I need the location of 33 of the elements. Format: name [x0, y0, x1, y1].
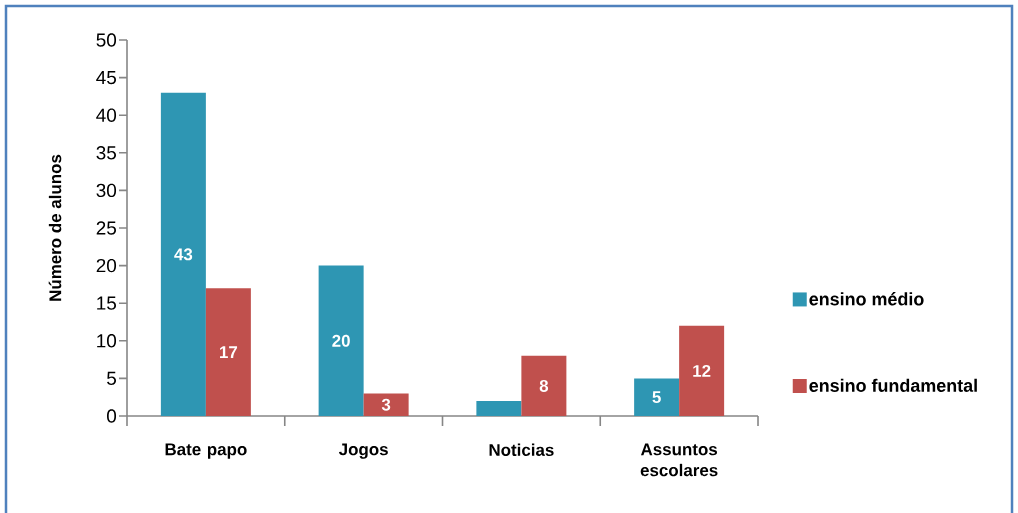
data-label: 17	[220, 346, 238, 358]
y-tick-label: 30	[96, 183, 117, 198]
data-label: 12	[693, 364, 711, 377]
x-tick-label: Assuntos escolares	[640, 443, 718, 477]
y-tick-label: 0	[107, 409, 117, 423]
data-label: 43	[174, 248, 193, 261]
y-tick-label: 50	[96, 33, 117, 47]
y-tick-label: 15	[97, 296, 116, 310]
bar	[476, 400, 522, 416]
y-tick-label: 40	[96, 108, 117, 122]
y-tick-label: 25	[96, 221, 116, 235]
y-tick-label: 35	[96, 146, 116, 160]
bar	[521, 355, 567, 416]
y-tick-label: 45	[96, 71, 116, 85]
data-label: 5	[652, 391, 661, 404]
data-label: 8	[539, 379, 549, 392]
x-tick-label: Bate papo	[165, 443, 247, 459]
data-label: 20	[332, 334, 350, 347]
y-tick-label: 10	[97, 334, 117, 348]
data-label: 3	[381, 398, 391, 411]
x-tick-label: Jogos	[338, 443, 388, 459]
bar	[363, 393, 409, 416]
legend-label: ensino fundamental	[809, 378, 977, 392]
y-tick-label: 5	[107, 371, 117, 386]
bar	[205, 288, 251, 416]
y-tick-label: 20	[96, 258, 117, 273]
bar	[318, 265, 364, 416]
x-tick-label: Noticias	[489, 443, 554, 456]
y-axis-title: Número de alunos	[48, 154, 62, 301]
bar	[679, 325, 725, 416]
bar	[160, 92, 206, 416]
bar	[634, 378, 680, 416]
legend-label: ensino médio	[809, 292, 924, 306]
